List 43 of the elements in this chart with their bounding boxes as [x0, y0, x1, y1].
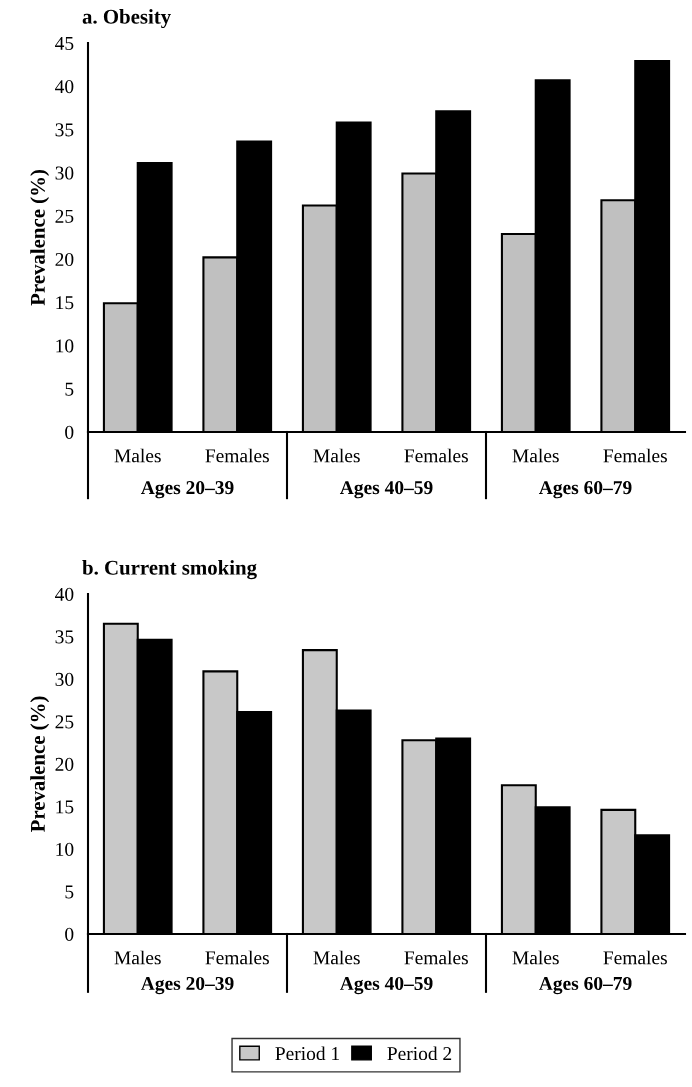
- y-tick-label: 5: [65, 382, 74, 396]
- x-tick-label: Males: [114, 448, 161, 463]
- y-tick-label: 20: [55, 252, 74, 267]
- y-tick-label: 15: [56, 296, 74, 310]
- chart-title: b. Current smoking: [82, 560, 257, 580]
- x-tick-label: Females: [205, 448, 269, 463]
- y-tick-label: 0: [65, 425, 74, 439]
- text: Ages 40–59: [339, 481, 433, 499]
- y-axis-title: Prevalence (%): [30, 170, 50, 306]
- y-tick-label: 40: [55, 80, 74, 94]
- x-tick-label: Males: [114, 950, 161, 965]
- y-tick-label: 5: [65, 885, 74, 899]
- y-axis-title: Prevalence (%): [30, 696, 50, 833]
- y-tick-label: 35: [55, 123, 74, 137]
- y-tick-label: 0: [65, 927, 74, 941]
- x-tick-label: Males: [313, 448, 360, 463]
- y-tick-label: 25: [55, 209, 74, 223]
- y-tick-label: 30: [55, 166, 74, 180]
- y-tick-label: 25: [55, 715, 74, 729]
- legend-label: Period 2: [387, 1046, 452, 1061]
- text: Ages 60–79: [538, 481, 632, 499]
- legend-label: Period 1: [275, 1046, 339, 1061]
- y-tick-label: 45: [55, 36, 74, 50]
- text: Ages 20–39: [140, 481, 234, 499]
- x-tick-label: Females: [205, 950, 269, 965]
- text: Ages 40–59: [339, 976, 433, 995]
- y-tick-label: 20: [55, 757, 74, 771]
- text: Ages 20–39: [140, 976, 234, 995]
- x-tick-label: Females: [603, 950, 667, 965]
- y-tick-label: 40: [55, 587, 74, 601]
- y-tick-label: 15: [56, 800, 74, 814]
- text: Ages 60–79: [538, 976, 632, 995]
- y-tick-label: 10: [56, 339, 74, 353]
- x-tick-label: Males: [512, 448, 559, 463]
- x-tick-label: Females: [404, 950, 468, 965]
- y-tick-label: 30: [55, 672, 74, 686]
- y-tick-label: 35: [55, 630, 74, 644]
- x-tick-label: Males: [512, 950, 559, 965]
- x-tick-label: Females: [603, 448, 667, 463]
- y-tick-label: 10: [56, 842, 74, 856]
- chart-title: a. Obesity: [82, 9, 171, 29]
- x-tick-label: Females: [404, 448, 468, 463]
- x-tick-label: Males: [313, 950, 360, 965]
